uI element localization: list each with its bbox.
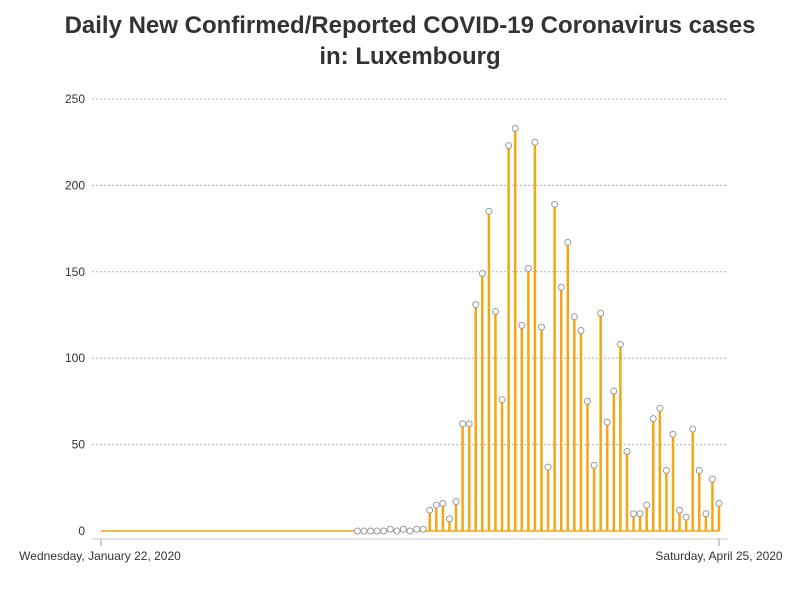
data-point-marker <box>399 525 407 533</box>
x-axis-label-end: Saturday, April 25, 2020 <box>655 549 783 563</box>
data-point-marker <box>485 207 493 215</box>
data-point-marker <box>682 513 690 521</box>
data-point-marker <box>537 323 545 331</box>
data-point-marker <box>557 283 565 291</box>
data-point-marker <box>386 525 394 533</box>
data-point-marker <box>669 430 677 438</box>
data-point-marker <box>715 499 723 507</box>
chart-title: Daily New Confirmed/Reported COVID-19 Co… <box>0 10 800 72</box>
data-point-marker <box>439 499 447 507</box>
data-point-marker <box>623 448 631 456</box>
y-tick-label: 100 <box>65 351 85 365</box>
data-point-marker <box>353 527 361 535</box>
data-point-marker <box>584 397 592 405</box>
data-point-marker <box>603 418 611 426</box>
data-point-marker <box>531 138 539 146</box>
data-point-marker <box>649 415 657 423</box>
chart-title-line-2: in: Luxembourg <box>319 43 501 70</box>
data-point-marker <box>616 340 624 348</box>
data-point-marker <box>478 270 486 278</box>
data-point-marker <box>413 525 421 533</box>
data-point-marker <box>524 264 532 272</box>
chart-title-line-1: Daily New Confirmed/Reported COVID-19 Co… <box>64 12 756 39</box>
data-point-marker <box>373 527 381 535</box>
data-point-marker <box>452 498 460 506</box>
y-tick-label: 50 <box>72 438 86 452</box>
data-point-marker <box>610 387 618 395</box>
data-point-marker <box>643 501 651 509</box>
data-point-marker <box>570 313 578 321</box>
data-point-marker <box>367 527 375 535</box>
data-markers <box>353 124 723 535</box>
y-tick-label: 150 <box>65 265 85 279</box>
data-point-marker <box>656 404 664 412</box>
data-point-marker <box>564 238 572 246</box>
data-point-marker <box>702 510 710 518</box>
data-point-marker <box>419 525 427 533</box>
x-axis-label-start: Wednesday, January 22, 2020 <box>19 549 181 563</box>
data-point-marker <box>406 527 414 535</box>
data-point-marker <box>498 396 506 404</box>
data-point-marker <box>426 506 434 514</box>
data-point-marker <box>472 301 480 309</box>
data-point-marker <box>630 510 638 518</box>
data-point-marker <box>577 327 585 335</box>
data-point-marker <box>380 527 388 535</box>
data-point-marker <box>695 467 703 475</box>
data-point-marker <box>445 515 453 523</box>
data-point-marker <box>676 506 684 514</box>
data-point-marker <box>511 124 519 132</box>
data-point-marker <box>689 425 697 433</box>
data-point-marker <box>597 309 605 317</box>
data-point-marker <box>590 461 598 469</box>
data-point-marker <box>662 467 670 475</box>
y-tick-label: 250 <box>65 92 85 106</box>
data-point-marker <box>505 142 513 150</box>
y-tick-label: 200 <box>65 178 85 192</box>
y-axis-ticks: 0 50 100 150 200 250 <box>65 92 85 538</box>
data-point-marker <box>544 463 552 471</box>
data-point-marker <box>360 527 368 535</box>
gridlines <box>92 98 728 532</box>
data-point-marker <box>459 420 467 428</box>
data-point-marker <box>518 321 526 329</box>
data-bars <box>389 128 721 531</box>
data-point-marker <box>491 308 499 316</box>
data-point-marker <box>393 527 401 535</box>
data-point-marker <box>708 475 716 483</box>
data-point-marker <box>551 200 559 208</box>
data-point-marker <box>432 501 440 509</box>
data-point-marker <box>465 420 473 428</box>
y-tick-label: 0 <box>78 524 85 538</box>
data-point-marker <box>636 510 644 518</box>
